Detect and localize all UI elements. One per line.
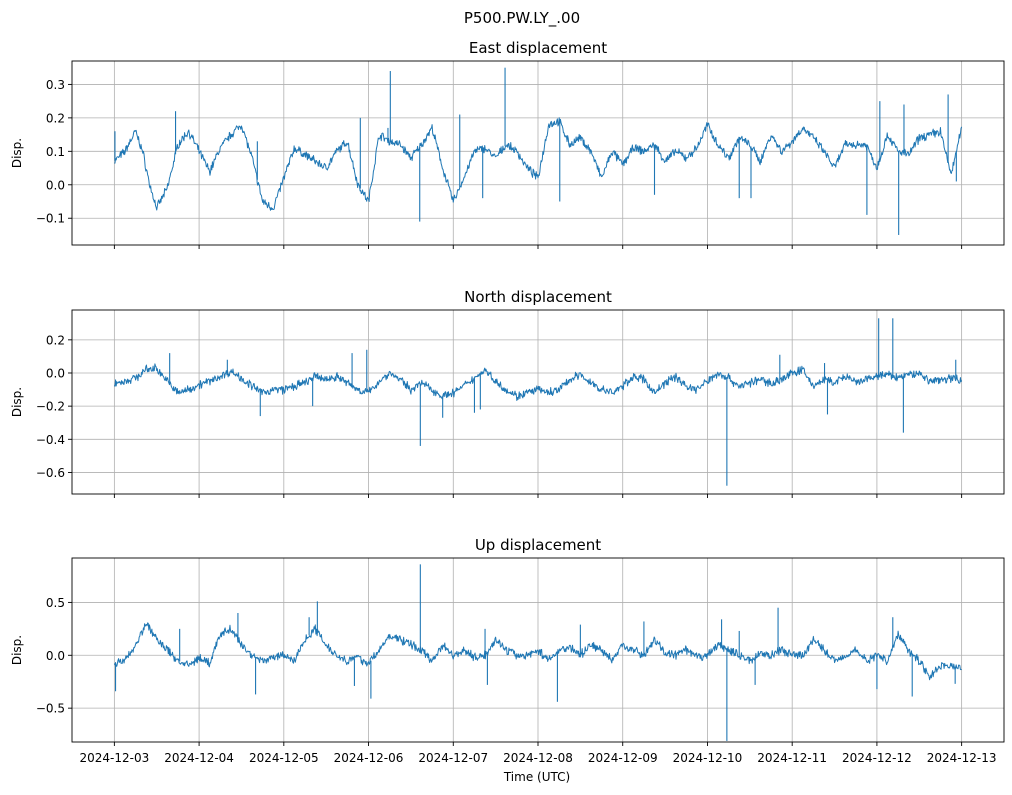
y-axis-label: Disp. (10, 138, 24, 168)
y-tick-label: 0.0 (46, 649, 65, 663)
series-line (114, 117, 963, 211)
x-tick-label: 2024-12-09 (588, 751, 658, 765)
y-tick-label: 0.3 (46, 78, 65, 92)
y-tick-label: 0.5 (46, 596, 65, 610)
y-tick-label: 0.0 (46, 178, 65, 192)
figure-suptitle: P500.PW.LY_.00 (464, 9, 580, 28)
x-axis-label: Time (UTC) (503, 770, 570, 784)
panel-title: East displacement (469, 39, 607, 57)
y-axis-label: Disp. (10, 635, 24, 665)
x-tick-label: 2024-12-07 (418, 751, 488, 765)
x-tick-label: 2024-12-06 (334, 751, 404, 765)
y-tick-label: 0.2 (46, 111, 65, 125)
y-tick-label: 0.0 (46, 366, 65, 380)
y-tick-label: −0.4 (36, 433, 65, 447)
y-tick-label: 0.2 (46, 333, 65, 347)
x-tick-label: 2024-12-13 (927, 751, 997, 765)
x-tick-label: 2024-12-03 (79, 751, 149, 765)
up-displacement-panel: 2024-12-03 2024-12-04 2024-12-05 2024-12-06… (10, 536, 1005, 765)
y-tick-label: −0.6 (36, 466, 65, 480)
x-tick-label: 2024-12-05 (249, 751, 319, 765)
y-tick-label: −0.1 (36, 212, 65, 226)
north-displacement-panel: −0.6 −0.4 −0.2 0.0 0.2 North displacement Disp… (10, 288, 1005, 498)
y-tick-label: −0.2 (36, 400, 65, 414)
y-axis-label: Disp. (10, 387, 24, 417)
series-line (113, 363, 963, 401)
x-tick-label: 2024-12-08 (503, 751, 573, 765)
panel-title: Up displacement (475, 536, 601, 554)
east-displacement-panel: −0.1 0.0 0.1 0.2 0.3 East displacement Disp. (10, 39, 1005, 249)
x-tick-label: 2024-12-04 (164, 751, 234, 765)
panel-title: North displacement (464, 288, 612, 306)
x-tick-label: 2024-12-12 (842, 751, 912, 765)
y-tick-label: −0.5 (36, 702, 65, 716)
y-tick-label: 0.1 (46, 145, 65, 159)
x-tick-label: 2024-12-10 (673, 751, 743, 765)
x-tick-label: 2024-12-11 (757, 751, 827, 765)
